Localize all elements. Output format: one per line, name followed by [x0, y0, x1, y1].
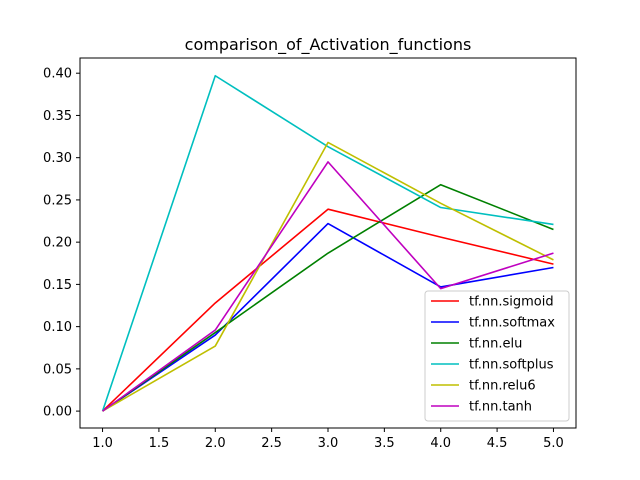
y-tick-label: 0.05: [43, 362, 72, 377]
series-line-3: [101, 74, 554, 412]
series-line-4: [102, 141, 554, 412]
y-tick-label: 0.35: [43, 109, 72, 124]
x-tick-label: 2.5: [261, 436, 282, 451]
x-tick-label: 3.0: [318, 436, 339, 451]
x-tick-label: 3.5: [374, 436, 395, 451]
y-tick-label: 0.10: [43, 320, 72, 335]
series-layer: [101, 74, 554, 412]
y-tick-label: 0.30: [43, 151, 72, 166]
legend-label-1: tf.nn.softmax: [469, 316, 555, 331]
x-tick-label: 1.0: [92, 436, 113, 451]
y-tick-label: 0.25: [43, 193, 72, 208]
legend-label-2: tf.nn.elu: [469, 337, 522, 352]
series-line-5: [102, 161, 554, 412]
chart-title: comparison_of_Activation_functions: [185, 35, 472, 55]
y-tick-label: 0.20: [43, 236, 72, 251]
legend-box: [424, 290, 570, 422]
x-tick-label: 4.5: [487, 436, 508, 451]
y-tick-label: 0.00: [43, 405, 72, 420]
y-tick-label: 0.40: [43, 67, 72, 82]
legend-label-5: tf.nn.tanh: [469, 400, 532, 415]
legend: tf.nn.sigmoid tf.nn.softmax tf.nn.elu tf.nn…: [424, 290, 570, 422]
x-tick-label: 5.0: [543, 436, 564, 451]
x-tick-label: 2.0: [205, 436, 226, 451]
legend-label-3: tf.nn.softplus: [469, 358, 554, 373]
x-tick-label: 1.5: [149, 436, 170, 451]
legend-label-4: tf.nn.relu6: [469, 379, 536, 394]
ticks-layer: 1.0 1.5 2.0 2.5 3.0 3.5 4.0 4.5 5.0 0.00 0.05 0.10 0…: [43, 67, 564, 451]
series-line-1: [102, 222, 554, 412]
y-tick-label: 0.15: [43, 278, 72, 293]
series-line-0: [101, 208, 554, 412]
x-tick-label: 4.0: [430, 436, 451, 451]
legend-label-0: tf.nn.sigmoid: [469, 295, 554, 310]
series-line-2: [102, 183, 554, 412]
